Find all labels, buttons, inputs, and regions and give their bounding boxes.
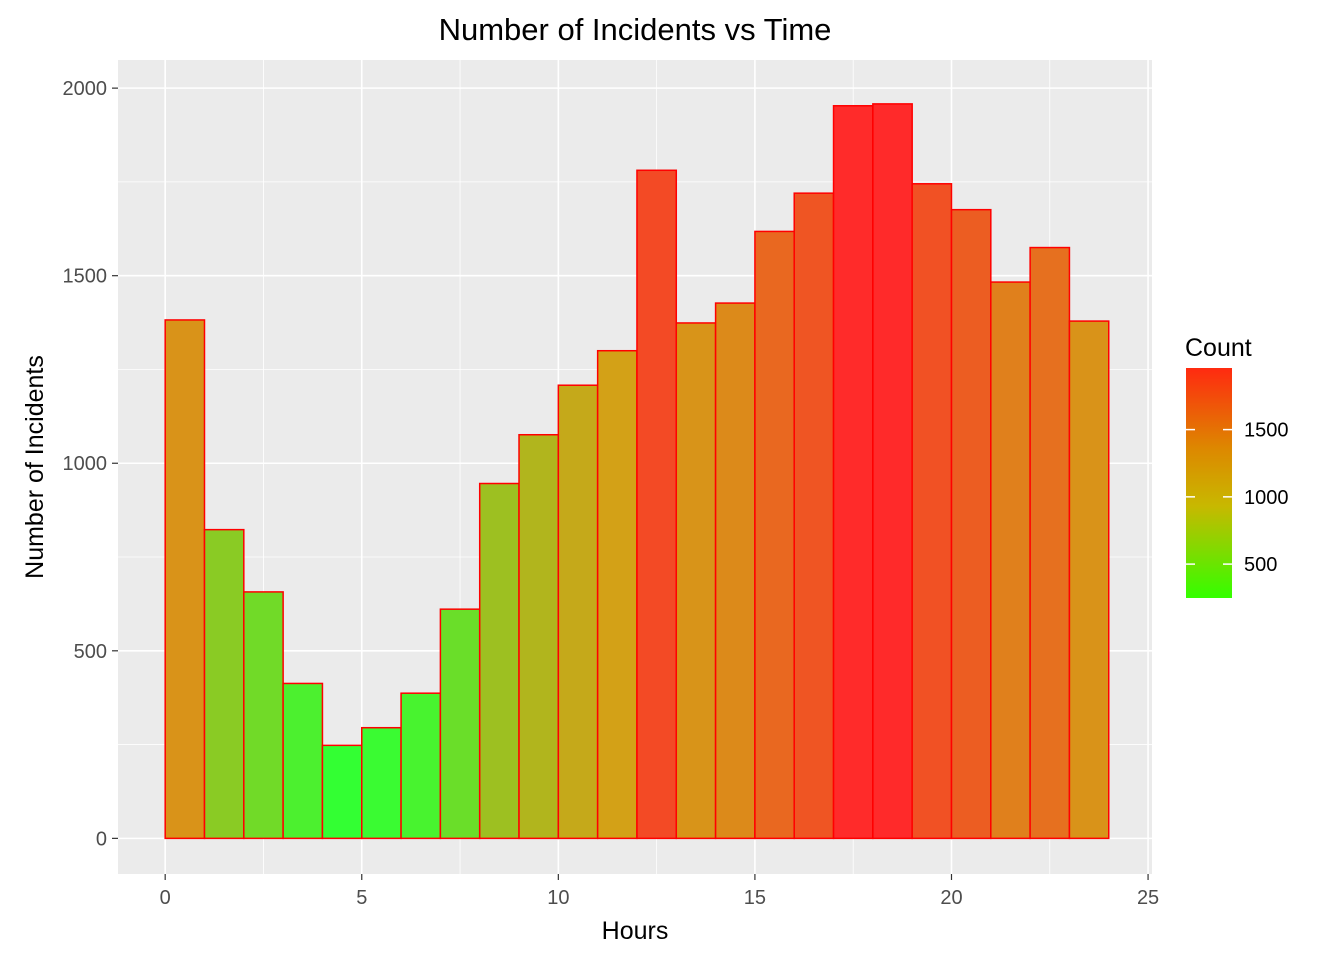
x-tick-label: 5	[356, 887, 367, 909]
bar-hour-23	[1068, 320, 1110, 840]
x-tick-label: 0	[160, 887, 171, 909]
y-tick-label: 1500	[63, 266, 108, 288]
legend-ticks: 500 1000 1500	[1186, 420, 1289, 576]
legend-colorbar	[1186, 368, 1232, 598]
bar-hour-6	[400, 692, 442, 840]
bars	[164, 103, 1110, 840]
bar-hour-19	[911, 183, 953, 840]
legend-title: Count	[1185, 334, 1252, 362]
x-tick-label: 15	[744, 887, 766, 909]
legend: Count 500 1000 1500	[1185, 334, 1289, 598]
legend-tick-label: 500	[1244, 554, 1277, 576]
bar-hour-1	[203, 528, 245, 840]
bar-hour-12	[636, 169, 678, 840]
bar-hour-22	[1029, 246, 1071, 840]
bar-hour-21	[990, 281, 1031, 840]
bar-hour-17	[832, 105, 874, 840]
x-axis: 0 5 10 15 20 25	[160, 874, 1159, 909]
chart-title: Number of Incidents vs Time	[439, 12, 832, 47]
bar-hour-9	[518, 433, 560, 840]
bar-hour-10	[557, 384, 599, 840]
bar-hour-20	[950, 208, 992, 840]
x-axis-title: Hours	[602, 917, 669, 945]
bar-hour-4	[321, 744, 363, 840]
bar-hour-18	[872, 103, 913, 840]
bar-hour-3	[282, 682, 324, 840]
bar-hour-11	[596, 349, 638, 840]
legend-tick-label: 1500	[1244, 420, 1289, 442]
bar-hour-15	[754, 230, 795, 840]
bar-hour-7	[439, 608, 481, 840]
y-axis-title: Number of Incidents	[21, 355, 49, 579]
y-tick-label: 0	[96, 828, 107, 850]
legend-tick-label: 1000	[1244, 487, 1289, 509]
x-tick-label: 20	[940, 887, 962, 909]
x-tick-label: 25	[1137, 887, 1159, 909]
x-tick-label: 10	[547, 887, 569, 909]
bar-hour-16	[793, 192, 835, 840]
y-tick-label: 2000	[63, 78, 108, 100]
bar-hour-8	[478, 482, 520, 840]
bar-hour-0	[164, 319, 206, 840]
bar-hour-14	[714, 302, 756, 840]
y-tick-label: 500	[74, 641, 107, 663]
y-axis: 0 500 1000 1500 2000	[63, 78, 118, 850]
bar-hour-5	[361, 726, 402, 840]
bar-hour-2	[243, 591, 284, 840]
y-tick-label: 1000	[63, 453, 108, 475]
bar-hour-13	[675, 322, 717, 840]
